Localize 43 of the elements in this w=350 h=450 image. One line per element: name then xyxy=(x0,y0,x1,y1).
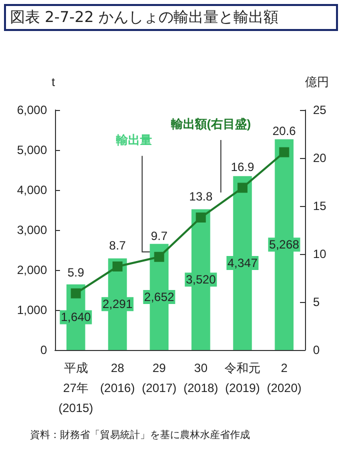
data-label: 9.7 xyxy=(150,228,168,243)
text: 輸出量 xyxy=(115,132,152,147)
data-label: 3,520 xyxy=(186,272,216,287)
data-label: 5.9 xyxy=(67,265,84,280)
data-label: 20.6 xyxy=(272,124,296,138)
y-tick-label: 2,000 xyxy=(16,263,48,277)
text: 輸出額(右目盛) xyxy=(170,117,251,131)
data-label: 1,640 xyxy=(60,310,92,324)
data-label: 2,291 xyxy=(102,297,133,312)
y2-tick-label: 10 xyxy=(313,247,327,261)
point xyxy=(70,288,81,298)
x-tick-label: 平成 27年 (2015) xyxy=(58,361,94,415)
x-tick-label: 28 (2016) xyxy=(100,361,135,395)
x-tick-label: 30 (2018) xyxy=(183,361,218,395)
point xyxy=(279,147,290,158)
data-label: 8.7 xyxy=(109,238,126,252)
x-tick-label: 2 (2020) xyxy=(266,361,302,395)
data-label: 5,268 xyxy=(269,238,300,252)
y2-tick-label: 25 xyxy=(313,103,327,117)
y2-tick-label: 15 xyxy=(313,199,327,213)
data-label: 13.8 xyxy=(189,190,213,204)
y-tick-label: 4,000 xyxy=(16,183,48,197)
y2-tick-label: 5 xyxy=(313,295,320,309)
data-label: 16.9 xyxy=(230,160,254,174)
point xyxy=(154,252,164,262)
x-tick-label: 令和元 (2019) xyxy=(224,361,260,395)
y-tick-label: 3,000 xyxy=(16,223,48,237)
point xyxy=(112,261,122,272)
text: 資料：財務省「貿易統計」を基に農林水産省作成 xyxy=(30,428,250,442)
y2-axis-title: 億円 xyxy=(305,75,329,89)
data-label: 2,652 xyxy=(144,290,175,304)
y-tick-label: 0 xyxy=(40,343,48,357)
point xyxy=(196,212,206,223)
y-tick-label: 6,000 xyxy=(16,103,48,117)
data-label: 4,347 xyxy=(227,256,258,270)
y-tick-label: 1,000 xyxy=(16,303,48,317)
chart-title: 図表 2-7-22 かんしょの輸出量と輸出額 xyxy=(4,4,338,31)
point xyxy=(238,182,248,193)
y-tick-label: 5,000 xyxy=(16,143,48,157)
y2-tick-label: 0 xyxy=(313,343,320,357)
x-tick-label: 29 (2017) xyxy=(142,361,177,395)
y2-tick-label: 20 xyxy=(313,151,327,165)
y-axis-title: t xyxy=(52,75,56,89)
